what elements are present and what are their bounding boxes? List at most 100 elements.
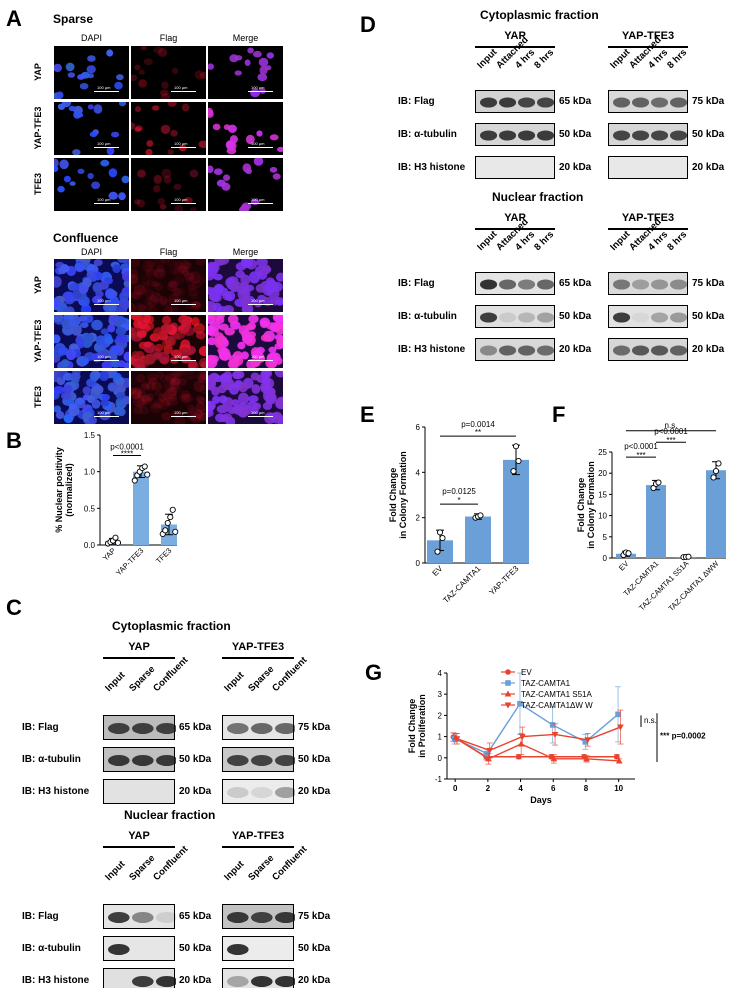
band <box>227 723 249 734</box>
group-label-yap-tfe3: YAP-TFE3 <box>231 641 285 653</box>
group-underline <box>475 46 555 48</box>
column-header-flag: Flag <box>159 33 178 43</box>
band <box>132 976 154 987</box>
bar-taz-camta1-ww <box>706 470 726 558</box>
blot-ib-flag-yap <box>475 90 555 113</box>
bar-yap-tfe3 <box>503 459 529 563</box>
row-label-yap-tfe3: YAP-TFE3 <box>33 106 43 149</box>
lane-label-sparse: Sparse <box>127 663 158 694</box>
data-point <box>515 457 522 465</box>
row-label-yap: YAP <box>33 62 43 81</box>
band <box>499 345 517 356</box>
data-point <box>550 755 558 762</box>
y-axis-label: Fold Changein Colony Formation <box>576 461 596 549</box>
micrograph-yap-tfe3-flag: 100 µm <box>131 315 206 368</box>
blot-ib-flag-yap <box>103 715 178 740</box>
band <box>480 130 498 141</box>
p-value-label: p<0.0001 <box>654 427 688 436</box>
lane-label-8-hrs: 8 hrs <box>665 47 690 71</box>
band <box>251 755 273 766</box>
y-tick-label: 0 <box>416 559 421 568</box>
series-taz-camta1-w-w <box>453 709 624 759</box>
lane-label-input: Input <box>103 669 128 694</box>
scale-bar-label: 100 µm <box>174 85 188 90</box>
scale-bar-label: 100 µm <box>97 354 111 359</box>
series-taz-camta1-s51a <box>452 733 623 765</box>
group-underline <box>103 846 175 848</box>
band <box>670 279 688 290</box>
category-label: TAZ-CAMTA1 <box>441 564 482 605</box>
band <box>227 912 249 923</box>
blot-ib-h3-histone-yap-tfe3 <box>608 156 688 179</box>
panel-label-c: C <box>6 595 22 620</box>
group-underline <box>608 228 688 230</box>
data-point <box>162 527 169 534</box>
micrograph-yap-flag: 100 µm <box>131 259 206 312</box>
micrograph-tfe3-dapi: 100 µm <box>54 371 129 424</box>
kda-label: 75 kDa <box>692 277 725 289</box>
scale-bar <box>94 360 119 361</box>
scale-bar-label: 100 µm <box>251 141 265 146</box>
band <box>156 912 178 923</box>
ib-label-ib-flag: IB: Flag <box>398 277 435 289</box>
scale-bar-label: 100 µm <box>174 197 188 202</box>
blot-ib-h3-histone-yap <box>103 779 175 804</box>
bar-taz-camta1 <box>646 485 666 558</box>
band <box>132 723 154 734</box>
y-tick-label: 2 <box>438 711 443 720</box>
significance-stars: *** <box>636 451 645 460</box>
y-tick-label: 0.0 <box>84 541 96 550</box>
bar-taz-camta1 <box>465 516 491 563</box>
blot-ib-h3-histone-yap <box>103 968 178 988</box>
band <box>632 279 650 290</box>
band <box>251 912 273 923</box>
y-axis-label: Fold Changein Colony Formation <box>388 451 408 539</box>
band <box>227 755 249 766</box>
data-point <box>504 702 512 709</box>
y-tick-label: 5 <box>603 533 608 542</box>
y-tick-label: 2 <box>416 514 421 523</box>
band <box>480 312 498 323</box>
data-point <box>510 468 517 475</box>
x-tick-label: 8 <box>584 784 589 793</box>
data-point <box>617 724 624 731</box>
y-axis-label: Fold Changein Proliferation <box>407 694 427 758</box>
data-point <box>434 548 441 555</box>
panel-label-a: A <box>6 6 22 31</box>
category-label: EV <box>617 559 630 572</box>
group-underline <box>103 657 175 659</box>
scale-bar-label: 100 µm <box>251 298 265 303</box>
data-point <box>477 512 484 519</box>
column-header-merge: Merge <box>232 247 259 257</box>
y-axis-label: % Nuclear positivity(normalized) <box>54 447 74 533</box>
band <box>156 723 178 734</box>
data-point <box>519 734 526 741</box>
lane-label-sparse: Sparse <box>246 663 277 694</box>
lane-label-input: Input <box>608 228 633 253</box>
micrograph-yap-merge: 100 µm <box>208 259 283 312</box>
kda-label: 20 kDa <box>179 785 212 797</box>
blot-ib-tubulin-yap-tfe3 <box>222 747 297 772</box>
column-header-flag: Flag <box>159 247 178 257</box>
data-point <box>625 550 632 557</box>
kda-label: 50 kDa <box>692 310 725 322</box>
lane-label-input: Input <box>608 46 633 71</box>
kda-label: 65 kDa <box>559 277 592 289</box>
confluence-title: Confluence <box>53 231 119 245</box>
legend-entry-ev: EV <box>521 668 532 677</box>
blot-ib-flag-yap-tfe3 <box>222 715 297 740</box>
scale-bar <box>94 147 119 148</box>
data-point <box>436 529 444 536</box>
micrograph-tfe3-dapi: 100 µm <box>54 158 129 211</box>
scale-bar-label: 100 µm <box>251 197 265 202</box>
blot-ib-flag-yap-tfe3 <box>608 272 688 295</box>
band <box>132 755 154 766</box>
kda-label: 20 kDa <box>179 974 212 986</box>
group-label-yap-tfe3: YAP-TFE3 <box>231 830 285 842</box>
significance-stars: ** <box>475 428 481 437</box>
y-tick-label: 4 <box>416 468 421 477</box>
category-label: YAP-TFE3 <box>487 564 520 597</box>
panel-label-d: D <box>360 12 376 37</box>
